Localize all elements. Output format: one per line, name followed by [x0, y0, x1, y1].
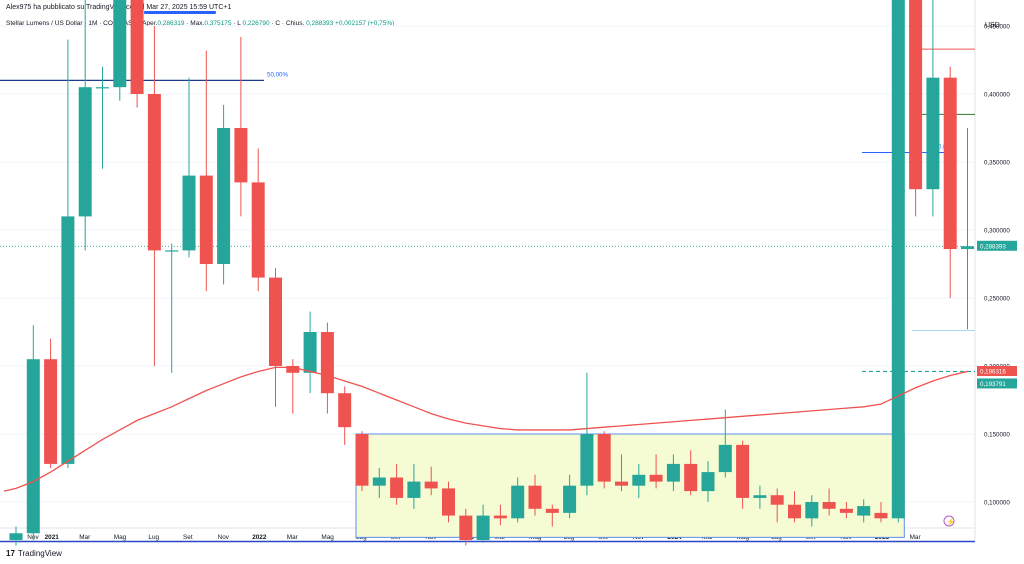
candle-body [442, 488, 455, 516]
candle-body [303, 332, 317, 373]
tradingview-footer: 17 TradingView [6, 549, 62, 558]
candle-body [563, 485, 577, 513]
candle-body [580, 434, 594, 486]
candle-body [528, 485, 542, 509]
price-axis-label-bg [977, 240, 1017, 251]
candle-body [615, 481, 628, 486]
candle-body [943, 77, 957, 250]
y-tick-label: 0,100000 [984, 500, 1010, 507]
candle-body [961, 246, 974, 250]
candle-body [165, 250, 179, 252]
x-tick-label: 2022 [252, 534, 267, 541]
x-tick-label: Nov [218, 534, 230, 541]
candle-body [96, 87, 109, 89]
y-tick-label: 0,150000 [984, 432, 1010, 439]
price-axis-label: 0,196316 [980, 369, 1006, 376]
candle-body [805, 502, 819, 519]
candle-body [701, 472, 715, 492]
candle-body [130, 0, 144, 94]
candle-body [874, 512, 888, 519]
candle-body [632, 474, 646, 486]
publisher-underline [144, 11, 216, 14]
y-tick-label: 0,350000 [984, 160, 1010, 167]
symbol-legend: Stellar Lumens / US Dollar · 1M · COINBA… [6, 20, 395, 27]
candle-body [822, 502, 836, 509]
candle-body [44, 359, 58, 464]
candle-body [26, 359, 40, 534]
high-value: 0,375175 [204, 20, 232, 27]
event-lightning-icon [943, 515, 955, 527]
candle-body [9, 533, 23, 541]
candle-body [857, 506, 871, 516]
close-value: 0,288393 [306, 20, 334, 27]
candle-body [493, 515, 507, 519]
price-axis-label-bg [977, 366, 1017, 377]
x-tick-label: Mag [321, 534, 334, 541]
candle-body [113, 0, 127, 88]
candle-body [511, 485, 525, 519]
candle-body [788, 504, 801, 519]
event-lightning-glyph: ⚡ [947, 517, 956, 526]
candle-body [78, 87, 92, 217]
candle-body [286, 366, 300, 373]
candle-body [338, 393, 352, 428]
candle-body [909, 0, 923, 190]
candle-body [251, 182, 265, 278]
candle-body [684, 463, 698, 492]
open-value: 0,286319 [157, 20, 185, 27]
x-tick-label: Mar [910, 534, 922, 541]
candle-body [424, 481, 438, 489]
candle-body [320, 332, 334, 394]
x-tick-label: Set [183, 534, 193, 541]
candle-body [390, 477, 404, 498]
candle-body [61, 216, 75, 464]
y-tick-label: 0,400000 [984, 92, 1010, 99]
x-tick-label: Lug [148, 534, 159, 541]
candle-body [770, 495, 784, 505]
candle-body [545, 508, 559, 513]
x-tick-label: Mar [287, 534, 299, 541]
candle-body [372, 477, 386, 486]
symbol-name: Stellar Lumens / US Dollar · 1M · COINBA… [6, 20, 137, 27]
candle-body [199, 175, 213, 264]
candle-body [926, 77, 940, 190]
candle-body [597, 434, 611, 482]
tradingview-brand: TradingView [17, 549, 62, 558]
x-tick-label: 2021 [45, 534, 60, 541]
price-axis-label-bg [977, 378, 1017, 389]
candle-body [217, 128, 231, 264]
low-value: 0,226790 [242, 20, 270, 27]
candle-body [147, 94, 161, 251]
candle-body [459, 515, 473, 541]
tradingview-logo-icon: 17 [6, 549, 15, 558]
fib-50-label: 50,00% [267, 71, 288, 78]
candle-body [182, 175, 196, 251]
consolidation-box [355, 433, 905, 538]
candle-body [718, 444, 732, 473]
candle-body [355, 434, 369, 486]
candle-body [666, 463, 680, 482]
candle-body [839, 508, 853, 513]
candle-body [736, 444, 750, 498]
y-tick-label: 0,250000 [984, 296, 1010, 303]
candle-body [476, 515, 490, 541]
candle-body [753, 495, 767, 498]
moving-average-line [3, 366, 968, 492]
candle-body [269, 277, 282, 366]
y-tick-label: 0,450000 [984, 24, 1010, 31]
currency-label: USD [985, 22, 1000, 29]
y-tick-label: 0,300000 [984, 228, 1010, 235]
candle-body [234, 128, 248, 183]
x-tick-label: Mar [79, 534, 91, 541]
change-value: +0,002157 (+0,75%) [335, 20, 395, 27]
price-axis-label: 0,193791 [980, 381, 1006, 388]
x-tick-label: Mag [114, 534, 127, 541]
price-axis-label: 0,288393 [980, 243, 1006, 250]
candle-body [407, 481, 421, 498]
candle-body [891, 0, 905, 519]
candle-body [649, 474, 663, 482]
